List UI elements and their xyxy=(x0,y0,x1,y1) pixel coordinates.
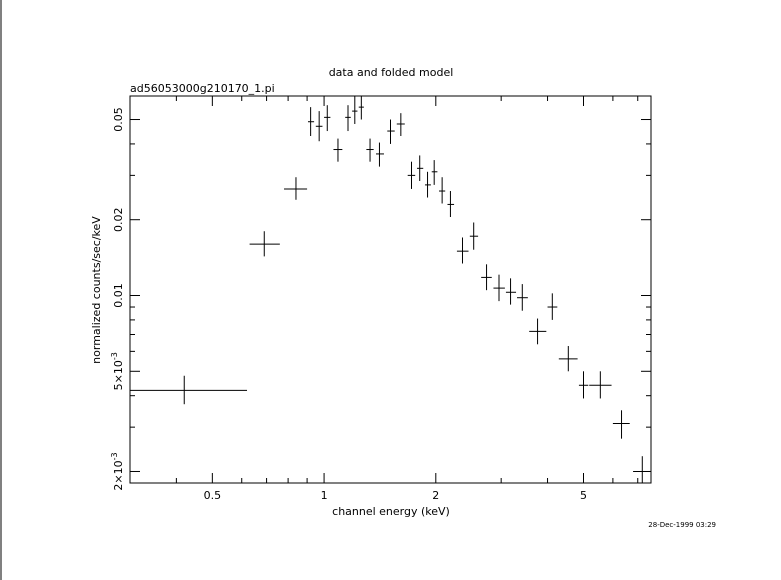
x-tick-label: 5 xyxy=(580,489,587,502)
data-point xyxy=(493,274,505,302)
y-tick-label: 2×10-3 xyxy=(110,452,125,490)
y-tick-label: 0.02 xyxy=(112,207,125,232)
data-point xyxy=(431,160,438,185)
data-series xyxy=(130,96,651,483)
data-point xyxy=(517,284,528,311)
chart-title: data and folded model xyxy=(329,66,454,79)
data-point xyxy=(366,138,374,162)
data-point xyxy=(345,105,351,132)
data-point xyxy=(307,107,315,137)
y-tick-label: 5×10-3 xyxy=(110,352,125,390)
y-axis-label: normalized counts/sec/keV xyxy=(90,216,103,364)
data-point xyxy=(333,138,343,162)
plot-frame xyxy=(129,95,652,484)
data-point xyxy=(352,96,358,124)
data-point xyxy=(547,293,558,320)
data-point xyxy=(469,222,479,250)
chart-subtitle: ad56053000g210170_1.pi xyxy=(130,82,275,95)
data-point xyxy=(633,456,651,483)
axis-tick-labels: 0.5 1 2 5 2×10-3 5×10-3 0.01 0.02 0.05 xyxy=(110,107,587,502)
data-point xyxy=(324,105,331,132)
data-point xyxy=(612,410,630,439)
data-point xyxy=(407,161,416,189)
data-point xyxy=(456,237,469,264)
y-tick-label: 0.05 xyxy=(112,107,125,132)
data-point xyxy=(249,231,280,257)
data-point xyxy=(315,111,323,142)
data-point xyxy=(558,346,578,372)
data-point xyxy=(387,119,395,144)
data-point xyxy=(375,142,384,167)
data-point xyxy=(578,371,589,399)
data-point xyxy=(424,171,431,198)
data-point xyxy=(396,113,405,137)
data-point xyxy=(284,177,308,200)
data-point xyxy=(505,278,517,305)
x-tick-label: 1 xyxy=(321,489,328,502)
data-point xyxy=(417,155,424,181)
data-point xyxy=(358,96,364,120)
data-point xyxy=(589,371,612,399)
data-point xyxy=(438,177,446,204)
timestamp: 28-Dec-1999 03:29 xyxy=(648,521,716,529)
axis-ticks xyxy=(130,96,651,483)
data-point xyxy=(481,264,492,291)
y-tick-label: 0.01 xyxy=(112,283,125,308)
data-point xyxy=(130,375,248,405)
x-tick-label: 0.5 xyxy=(204,489,222,502)
data-point xyxy=(529,318,547,345)
x-axis-label: channel energy (keV) xyxy=(332,505,450,518)
data-point xyxy=(447,191,455,218)
x-tick-label: 2 xyxy=(432,489,439,502)
